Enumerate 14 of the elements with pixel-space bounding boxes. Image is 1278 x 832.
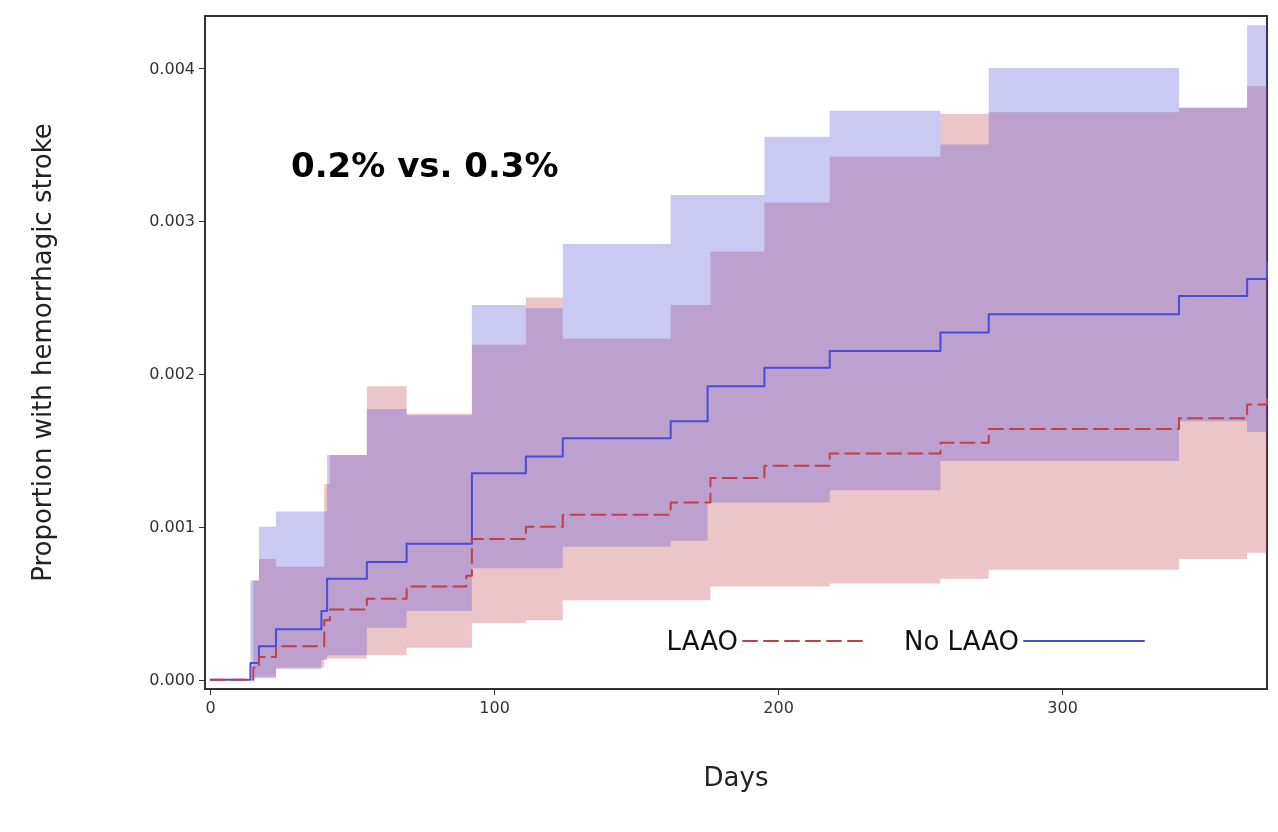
y-tick-label: 0.003 bbox=[149, 211, 195, 231]
x-tick-label: 0 bbox=[205, 697, 216, 717]
y-tick-label: 0.000 bbox=[149, 670, 195, 690]
y-axis-title: Proportion with hemorrhagic stroke bbox=[27, 123, 57, 582]
y-tick-label: 0.002 bbox=[149, 364, 195, 384]
legend-label: LAAO bbox=[666, 626, 738, 656]
annotation: 0.2% vs. 0.3% bbox=[291, 145, 559, 185]
x-tick-label: 200 bbox=[763, 697, 794, 717]
x-tick-label: 300 bbox=[1047, 697, 1078, 717]
y-tick-label: 0.001 bbox=[149, 517, 195, 537]
y-tick-label: 0.004 bbox=[149, 58, 195, 78]
x-tick-label: 100 bbox=[479, 697, 510, 717]
x-axis-title: Days bbox=[703, 762, 769, 792]
legend-label: No LAAO bbox=[903, 626, 1019, 656]
